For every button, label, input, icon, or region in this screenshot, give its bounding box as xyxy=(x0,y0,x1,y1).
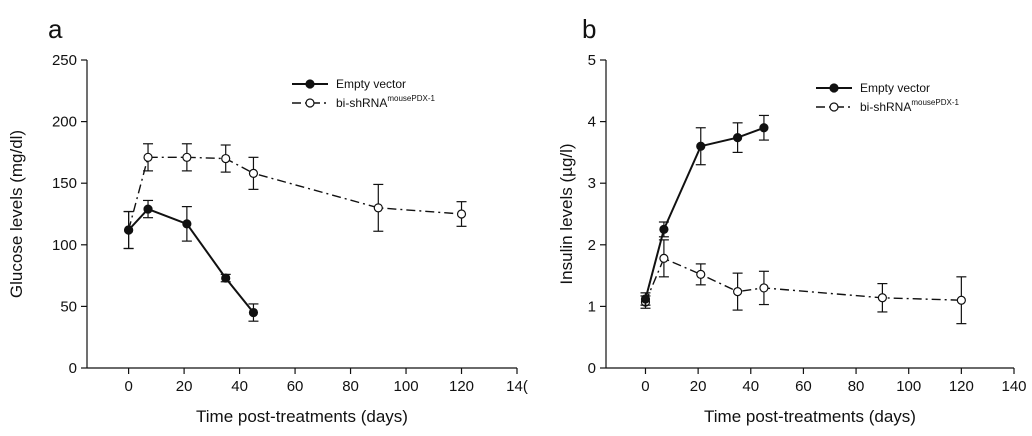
data-point xyxy=(640,294,651,304)
legend-label: bi-shRNAmousePDX-1 xyxy=(860,98,959,114)
panel-letter: a xyxy=(48,14,63,44)
data-point xyxy=(373,203,383,213)
data-point xyxy=(733,133,743,143)
x-tick-label: 60 xyxy=(287,378,304,395)
x-axis-label: Time post-treatments (days) xyxy=(704,407,916,426)
data-point xyxy=(877,293,887,303)
x-tick-label: 14( xyxy=(506,378,528,395)
series-1 xyxy=(640,239,967,325)
series-0 xyxy=(640,114,769,306)
x-tick-label: 100 xyxy=(394,378,419,395)
data-point xyxy=(759,123,769,133)
legend-label: Empty vector xyxy=(860,81,930,95)
data-point xyxy=(182,219,192,229)
data-point xyxy=(182,152,192,162)
x-tick-label: 0 xyxy=(124,378,132,395)
x-tick-label: 20 xyxy=(690,378,707,395)
data-point xyxy=(248,168,259,178)
y-axis-label: Glucose levels (mg/dl) xyxy=(7,130,26,298)
y-tick-label: 50 xyxy=(60,298,77,315)
data-point xyxy=(456,209,467,219)
x-tick-label: 80 xyxy=(848,378,865,395)
y-tick-label: 4 xyxy=(588,114,596,131)
data-point xyxy=(956,295,966,305)
data-point xyxy=(759,283,769,293)
x-tick-label: 100 xyxy=(896,378,921,395)
x-tick-label: 40 xyxy=(231,378,248,395)
y-tick-label: 0 xyxy=(69,360,77,377)
y-tick-label: 5 xyxy=(588,52,596,69)
x-tick-label: 60 xyxy=(795,378,812,395)
data-point xyxy=(659,253,669,263)
y-tick-label: 200 xyxy=(52,114,77,131)
legend-marker xyxy=(829,102,839,112)
y-tick-label: 150 xyxy=(52,175,77,192)
y-tick-label: 2 xyxy=(588,237,596,254)
data-point xyxy=(143,204,153,214)
data-point xyxy=(696,141,706,151)
series-0 xyxy=(123,199,259,322)
data-point xyxy=(248,307,259,318)
data-point xyxy=(733,287,743,297)
data-point xyxy=(221,273,231,283)
chart-panel-b: b 0 1 2 3 4 5 0 20 40 60 80 100 120 140 Time post-treat… xyxy=(557,14,1027,426)
data-point xyxy=(696,269,706,279)
x-tick-label: 80 xyxy=(342,378,359,395)
legend-marker xyxy=(829,83,839,93)
series-line xyxy=(127,156,462,231)
x-tick-label: 140 xyxy=(1001,378,1026,395)
data-point xyxy=(659,224,669,234)
data-point xyxy=(143,152,153,162)
x-tick-label: 0 xyxy=(641,378,649,395)
legend: Empty vector bi-shRNAmousePDX-1 xyxy=(292,77,435,110)
data-point xyxy=(124,225,134,235)
x-axis-label: Time post-treatments (days) xyxy=(196,407,408,426)
legend-marker xyxy=(305,98,315,108)
series-line xyxy=(644,257,962,303)
y-tick-label: 3 xyxy=(588,175,596,192)
y-axis-label: Insulin levels (µg/l) xyxy=(557,143,576,284)
series-1 xyxy=(123,143,467,250)
legend-marker xyxy=(305,79,315,89)
x-tick-label: 120 xyxy=(949,378,974,395)
chart-panel-a: a 0 50 100 150 200 250 0 20 40 60 80 100 120 14( Time p… xyxy=(7,14,528,426)
legend: Empty vector bi-shRNAmousePDX-1 xyxy=(816,81,959,114)
x-tick-label: 20 xyxy=(176,378,193,395)
x-tick-label: 120 xyxy=(449,378,474,395)
panel-letter: b xyxy=(582,14,596,44)
y-tick-label: 100 xyxy=(52,237,77,254)
legend-label: Empty vector xyxy=(336,77,406,91)
legend-label: bi-shRNAmousePDX-1 xyxy=(336,94,435,110)
y-tick-label: 250 xyxy=(52,52,77,69)
x-tick-label: 40 xyxy=(742,378,759,395)
y-tick-label: 0 xyxy=(588,360,596,377)
data-point xyxy=(221,153,231,164)
y-tick-label: 1 xyxy=(588,298,596,315)
